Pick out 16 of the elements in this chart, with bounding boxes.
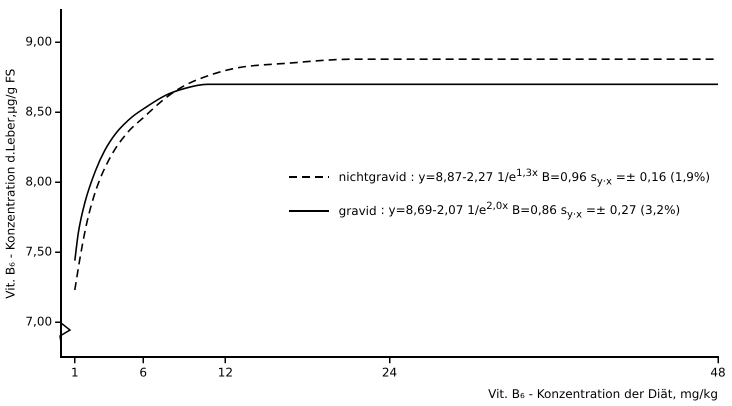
x-tick-label: 24 [382,366,398,380]
y-axis-title: Vit. B₆ - Konzentration d.Leber,µg/g FS [3,68,18,299]
y-tick-label: 7,50 [25,244,52,258]
y-tick-label: 7,00 [25,314,52,328]
y-tick-label: 8,00 [25,174,52,188]
legend-label: gravid [338,204,377,218]
annotation: : y=8,69-2,07 1/e$^{2,0x}$ B=0,86 s$_{y·x}$ =± 0,27 (3,2%) [380,201,680,220]
y-tick-label: 8,50 [25,104,52,118]
annotation: : y=8,87-2,27 1/e$^{1,3x}$ B=0,96 s$_{y·x}$ =± 0,16 (1,9%) [410,168,710,188]
legend-label: nichtgravid [338,170,406,184]
x-tick-label: 1 [70,366,79,380]
x-tick-label: 48 [710,366,726,380]
x-axis-title: Vit. B₆ - Konzentration der Diät, mg/kg [488,386,718,401]
y-tick-label: 9,00 [25,34,52,49]
x-tick-label: 12 [218,366,233,380]
x-tick-label: 6 [139,366,148,380]
